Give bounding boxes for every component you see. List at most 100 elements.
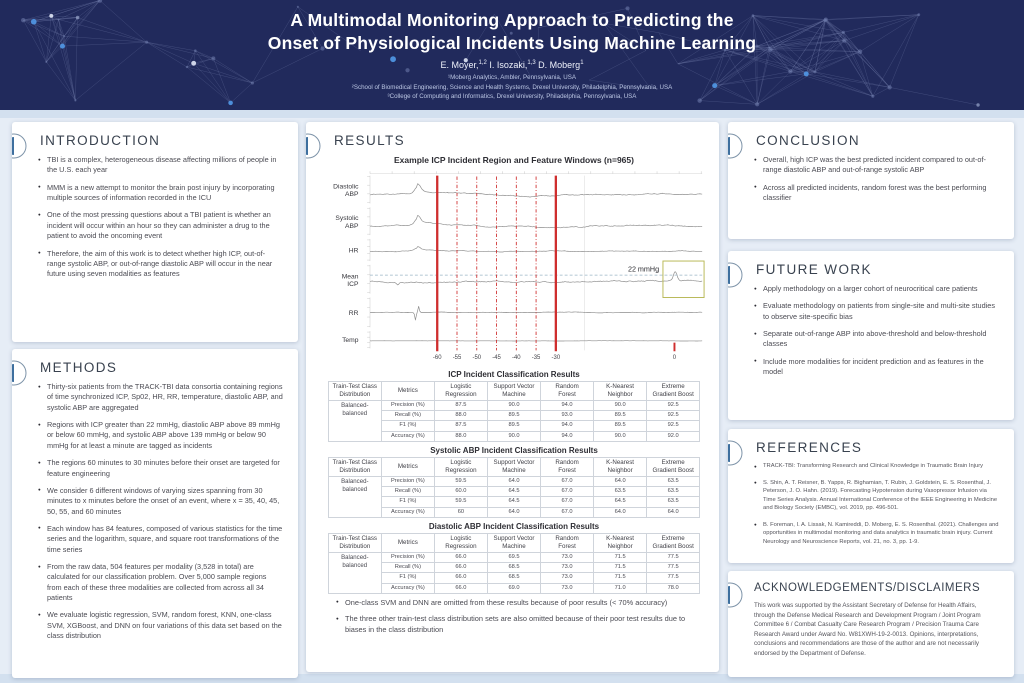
table-col-header: Random Forest — [540, 380, 595, 402]
table-value-cell: 68.5 — [486, 562, 542, 574]
table-title: Systolic ABP Incident Classification Res… — [430, 445, 598, 455]
table-value-cell: 87.5 — [433, 420, 488, 432]
table-value-cell: 93.0 — [540, 410, 595, 422]
table-value-cell: 63.5 — [593, 486, 648, 498]
acknowledgements-section: ACKNOWLEDGEMENTS/DISCLAIMERS This work w… — [728, 571, 1014, 677]
reference-item: S. Shin, A. T. Reisner, B. Yapps, R. Big… — [754, 479, 999, 513]
table-value-cell: 88.0 — [433, 430, 488, 442]
table-value-cell: 60.0 — [433, 486, 488, 498]
svg-text:-35: -35 — [532, 355, 541, 361]
section-ring-icon — [728, 131, 747, 161]
results-table: Train-Test Class Distribution Metrics Logis… — [327, 380, 701, 442]
section-ring-icon — [728, 580, 747, 610]
table-row: F1 (%) 59.5 64.5 67.0 64.5 63.5 — [328, 496, 701, 508]
table-value-cell: 67.0 — [540, 486, 595, 498]
table-col-header: Metrics — [380, 456, 435, 478]
table-col-header: Extreme Gradient Boost — [646, 380, 701, 402]
table-metric-cell: Recall (%) — [380, 486, 435, 498]
table-value-cell: 94.0 — [540, 420, 595, 432]
table-value-cell: 64.0 — [593, 476, 648, 488]
table-metric-cell: Accuracy (%) — [380, 430, 435, 442]
table-value-cell: 66.0 — [433, 562, 488, 574]
table-value-cell: 73.0 — [540, 552, 595, 564]
table-value-cell: 64.5 — [593, 496, 648, 508]
methods-bullet: From the raw data, 504 features per moda… — [38, 562, 283, 603]
systolic-results-table: Systolic ABP Incident Classification Res… — [322, 446, 706, 518]
table-value-cell: 90.0 — [593, 430, 648, 442]
table-title: Diastolic ABP Incident Classification Re… — [428, 521, 600, 531]
table-col-header: Train-Test Class Distribution — [327, 532, 382, 554]
reference-item: B. Foreman, I. A. Lissak, N. Kamireddi, … — [754, 521, 999, 546]
svg-text:0: 0 — [673, 355, 677, 361]
chart-title: Example ICP Incident Region and Feature … — [394, 155, 634, 165]
results-bullet: One-class SVM and DNN are omitted from t… — [336, 598, 704, 609]
methods-section: METHODS Thirty-six patients from the TRA… — [12, 349, 298, 678]
results-section: RESULTS Example ICP Incident Region and … — [306, 122, 719, 672]
table-value-cell: 67.0 — [540, 496, 595, 508]
conclusion-section: CONCLUSION Overall, high ICP was the bes… — [728, 122, 1014, 239]
table-title: ICP Incident Classification Results — [448, 369, 580, 379]
table-row: F1 (%) 87.5 89.5 94.0 89.5 92.5 — [328, 420, 701, 432]
svg-text:Temp: Temp — [342, 337, 359, 344]
table-row: Accuracy (%) 66.0 69.0 73.0 71.0 78.0 — [328, 582, 701, 594]
table-value-cell: 71.0 — [593, 582, 648, 594]
svg-text:ICP: ICP — [347, 281, 359, 288]
table-col-header: Logistic Regression — [433, 456, 488, 478]
poster-authors: E. Moyer,1,2 I. Isozaki,1,3 D. Moberg1 — [440, 60, 584, 71]
future-work-bullet: Separate out-of-range ABP into above-thr… — [754, 329, 999, 350]
future-work-section: FUTURE WORK Apply methodology on a large… — [728, 251, 1014, 420]
table-row-group-label: Balanced-balanced — [327, 476, 382, 518]
table-row: Balanced-balanced Precision (%) 87.5 90.0 94… — [327, 400, 701, 442]
table-value-cell: 67.0 — [540, 476, 595, 488]
affiliation-line: ³College of Computing and Informatics, D… — [387, 93, 637, 101]
section-title-results: RESULTS — [334, 133, 406, 148]
table-row: Balanced-balanced Precision (%) 66.0 69.5 73… — [327, 552, 701, 594]
introduction-bullet: TBI is a complex, heterogeneous disease … — [38, 155, 283, 176]
results-bullet: The three other train-test class distrib… — [336, 614, 704, 635]
table-row: Recall (%) 66.0 68.5 73.0 71.5 77.5 — [328, 562, 701, 574]
methods-bullet: Each window has 84 features, composed of… — [38, 524, 283, 555]
table-col-header: K-Nearest Neighbor — [593, 532, 648, 554]
icp-chart-svg: DiastolicABPSystolicABPHRMeanICPRRTemp22… — [333, 171, 705, 361]
table-value-cell: 71.5 — [593, 552, 648, 564]
table-metric-cell: F1 (%) — [380, 496, 435, 508]
table-col-header: Random Forest — [540, 532, 595, 554]
table-value-cell: 64.0 — [646, 506, 701, 518]
table-value-cell: 64.0 — [593, 506, 648, 518]
section-title-methods: METHODS — [40, 360, 118, 375]
header-divider-band — [0, 110, 1024, 118]
poster-affiliations: ¹Moberg Analytics, Ambler, Pennsylvania,… — [0, 73, 1024, 102]
table-value-cell: 87.5 — [433, 400, 488, 412]
introduction-bullet: MMM is a new attempt to monitor the brai… — [38, 183, 283, 204]
conclusion-bullet: Across all predicted incidents, random f… — [754, 183, 999, 204]
table-value-cell: 77.5 — [646, 562, 701, 574]
table-col-header: Random Forest — [540, 456, 595, 478]
section-title-conclusion: CONCLUSION — [756, 133, 861, 148]
table-value-cell: 90.0 — [486, 430, 542, 442]
section-title-introduction: INTRODUCTION — [40, 133, 161, 148]
svg-text:-45: -45 — [492, 355, 501, 361]
table-value-cell: 66.0 — [433, 552, 488, 564]
footer-band — [0, 674, 1024, 683]
future-work-bullet: Evaluate methodology on patients from si… — [754, 301, 999, 322]
svg-text:ABP: ABP — [345, 223, 359, 230]
conclusion-bullet: Overall, high ICP was the best predicted… — [754, 155, 999, 176]
results-table: Train-Test Class Distribution Metrics Logis… — [327, 532, 701, 594]
table-value-cell: 59.5 — [433, 476, 488, 488]
table-value-cell: 77.5 — [646, 572, 701, 584]
svg-text:-55: -55 — [453, 355, 462, 361]
table-value-cell: 60 — [433, 506, 488, 518]
introduction-section: INTRODUCTION TBI is a complex, heterogen… — [12, 122, 298, 342]
table-value-cell: 89.5 — [593, 410, 648, 422]
section-title-future-work: FUTURE WORK — [756, 262, 872, 277]
affiliation-line: ¹Moberg Analytics, Ambler, Pennsylvania,… — [448, 74, 576, 82]
table-value-cell: 92.5 — [646, 410, 701, 422]
results-tables: ICP Incident Classification Results Train… — [322, 370, 706, 594]
table-value-cell: 90.0 — [486, 400, 542, 412]
table-value-cell: 64.0 — [486, 506, 542, 518]
methods-bullet: The regions 60 minutes to 30 minutes bef… — [38, 458, 283, 479]
table-metric-cell: Accuracy (%) — [380, 582, 435, 594]
section-ring-icon — [12, 131, 31, 161]
table-row: Balanced-balanced Precision (%) 59.5 64.0 67… — [327, 476, 701, 518]
